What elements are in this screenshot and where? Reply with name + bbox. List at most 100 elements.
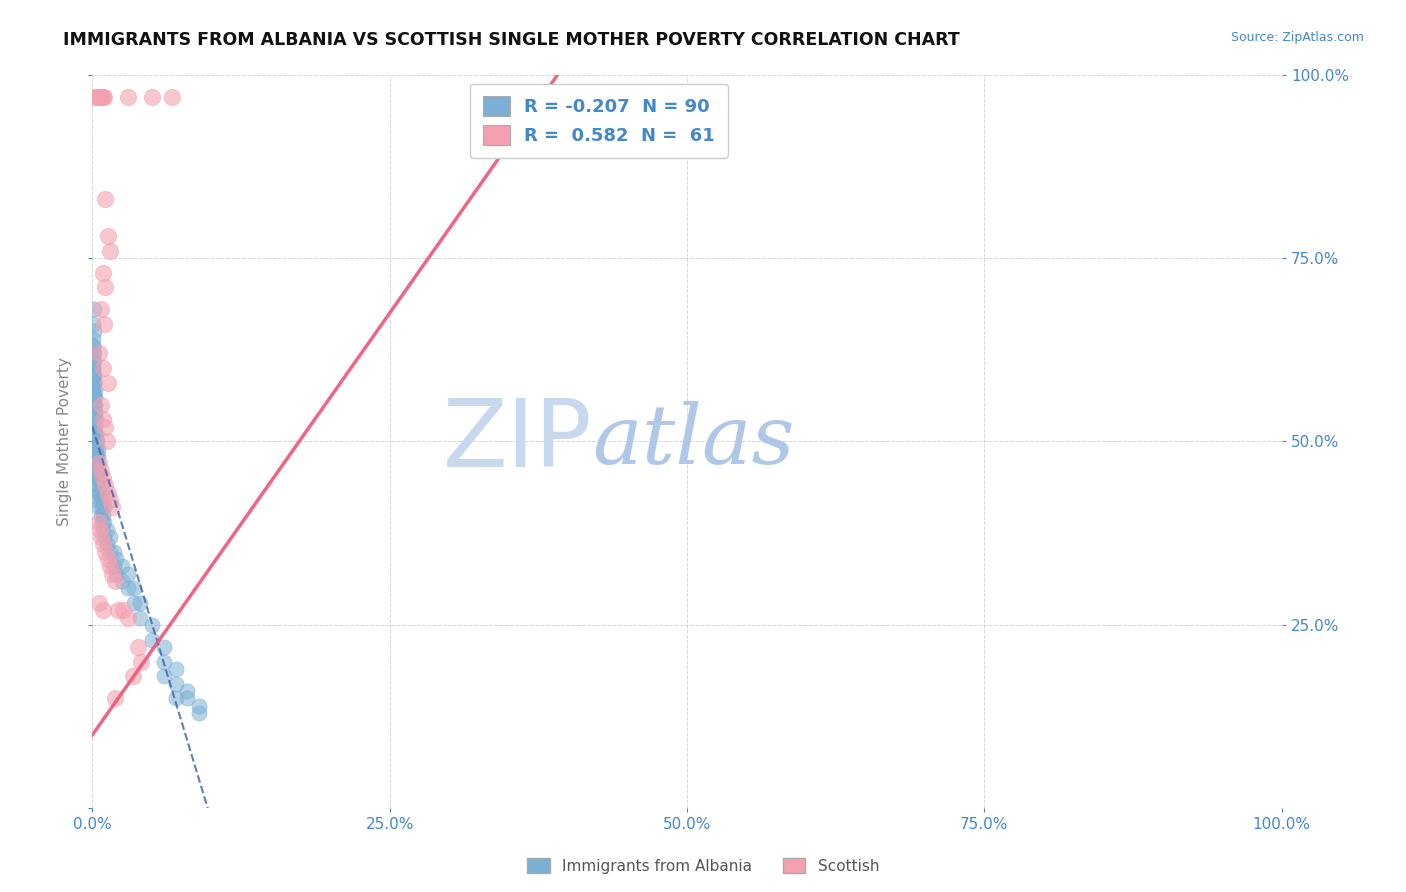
- Point: [82, 346, 104, 360]
- Point: [105, 566, 128, 581]
- Point: [94, 280, 117, 294]
- Point: [93, 89, 115, 103]
- Point: [152, 669, 174, 683]
- Point: [83, 391, 105, 405]
- Point: [91, 361, 114, 376]
- Point: [90, 493, 112, 508]
- Point: [141, 618, 163, 632]
- Point: [87, 89, 110, 103]
- Point: [83, 324, 105, 338]
- Point: [97, 552, 120, 566]
- Point: [82, 383, 104, 397]
- Point: [94, 419, 117, 434]
- Point: [83, 449, 105, 463]
- Point: [107, 603, 129, 617]
- Point: [91, 603, 114, 617]
- Point: [122, 596, 145, 610]
- Point: [86, 449, 108, 463]
- Point: [97, 376, 120, 390]
- Point: [90, 508, 112, 522]
- Point: [82, 368, 104, 383]
- Point: [86, 457, 108, 471]
- Point: [96, 537, 118, 551]
- Point: [121, 669, 143, 683]
- Point: [176, 691, 198, 706]
- Point: [86, 457, 108, 471]
- Point: [111, 574, 134, 588]
- Point: [103, 544, 125, 558]
- Point: [89, 457, 111, 471]
- Point: [84, 449, 107, 463]
- Point: [82, 361, 104, 376]
- Point: [122, 581, 145, 595]
- Point: [93, 317, 115, 331]
- Point: [152, 640, 174, 654]
- Point: [83, 383, 105, 397]
- Point: [90, 89, 112, 103]
- Point: [188, 698, 211, 713]
- Point: [117, 566, 139, 581]
- Point: [83, 398, 105, 412]
- Point: [96, 523, 118, 537]
- Point: [112, 603, 135, 617]
- Point: [91, 537, 114, 551]
- Point: [93, 500, 115, 515]
- Point: [83, 412, 105, 426]
- Point: [82, 339, 104, 353]
- Point: [97, 229, 120, 244]
- Text: atlas: atlas: [592, 401, 794, 482]
- Point: [84, 419, 107, 434]
- Point: [96, 434, 118, 449]
- Point: [84, 405, 107, 419]
- Point: [104, 691, 127, 706]
- Point: [93, 515, 115, 529]
- Point: [84, 398, 107, 412]
- Point: [89, 485, 111, 500]
- Text: Source: ZipAtlas.com: Source: ZipAtlas.com: [1230, 31, 1364, 45]
- Point: [165, 662, 187, 676]
- Point: [89, 523, 111, 537]
- Point: [98, 493, 121, 508]
- Point: [82, 317, 104, 331]
- Point: [94, 544, 117, 558]
- Text: IMMIGRANTS FROM ALBANIA VS SCOTTISH SINGLE MOTHER POVERTY CORRELATION CHART: IMMIGRANTS FROM ALBANIA VS SCOTTISH SING…: [63, 31, 960, 49]
- Point: [83, 419, 105, 434]
- Point: [101, 566, 124, 581]
- Point: [86, 427, 108, 442]
- Point: [94, 478, 117, 492]
- Point: [83, 427, 105, 442]
- Point: [141, 632, 163, 647]
- Point: [83, 368, 105, 383]
- Point: [91, 523, 114, 537]
- Point: [90, 485, 112, 500]
- Point: [91, 89, 114, 103]
- Point: [91, 471, 114, 485]
- Point: [82, 332, 104, 346]
- Point: [117, 610, 139, 624]
- Point: [87, 478, 110, 492]
- Point: [93, 530, 115, 544]
- Point: [82, 376, 104, 390]
- Point: [87, 515, 110, 529]
- Point: [117, 89, 139, 103]
- Point: [89, 346, 111, 360]
- Point: [86, 485, 108, 500]
- Point: [91, 89, 114, 103]
- Text: ZIP: ZIP: [443, 395, 592, 487]
- Point: [87, 493, 110, 508]
- Point: [152, 655, 174, 669]
- Point: [129, 596, 152, 610]
- Point: [83, 376, 105, 390]
- Point: [83, 391, 105, 405]
- Legend: Immigrants from Albania, Scottish: Immigrants from Albania, Scottish: [520, 852, 886, 880]
- Point: [165, 691, 187, 706]
- Point: [91, 493, 114, 508]
- Point: [84, 412, 107, 426]
- Point: [83, 368, 105, 383]
- Point: [87, 449, 110, 463]
- Point: [165, 676, 187, 690]
- Point: [82, 361, 104, 376]
- Point: [90, 478, 112, 492]
- Point: [127, 640, 149, 654]
- Point: [94, 192, 117, 206]
